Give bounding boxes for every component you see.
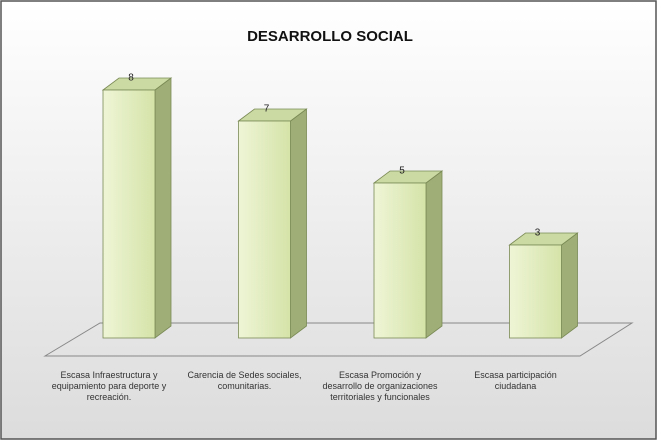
bar-front <box>238 120 291 339</box>
chart-title: DESARROLLO SOCIAL <box>247 28 413 45</box>
bar <box>237 108 308 339</box>
x-tick-label: Escasa Promoción y desarrollo de organiz… <box>322 370 438 402</box>
bar-side <box>154 77 172 339</box>
floor <box>43 322 634 357</box>
data-label: 5 <box>399 166 405 177</box>
bar-front <box>373 182 427 339</box>
bar-front <box>509 244 562 339</box>
x-tick-label: Carencia de Sedes sociales, comunitarias… <box>187 370 302 391</box>
bar <box>508 232 579 339</box>
x-tick-label: Escasa Infraestructura y equipamiento pa… <box>51 370 167 402</box>
data-label: 7 <box>264 104 270 115</box>
bar-front <box>102 89 156 339</box>
x-tick-label: Escasa participación ciudadana <box>474 370 557 391</box>
bar <box>372 170 444 339</box>
data-label: 8 <box>128 73 134 84</box>
bar <box>101 77 173 339</box>
data-label: 3 <box>535 228 541 239</box>
bar-side <box>425 170 443 339</box>
bar-side <box>290 108 307 339</box>
bar-side <box>561 232 578 339</box>
